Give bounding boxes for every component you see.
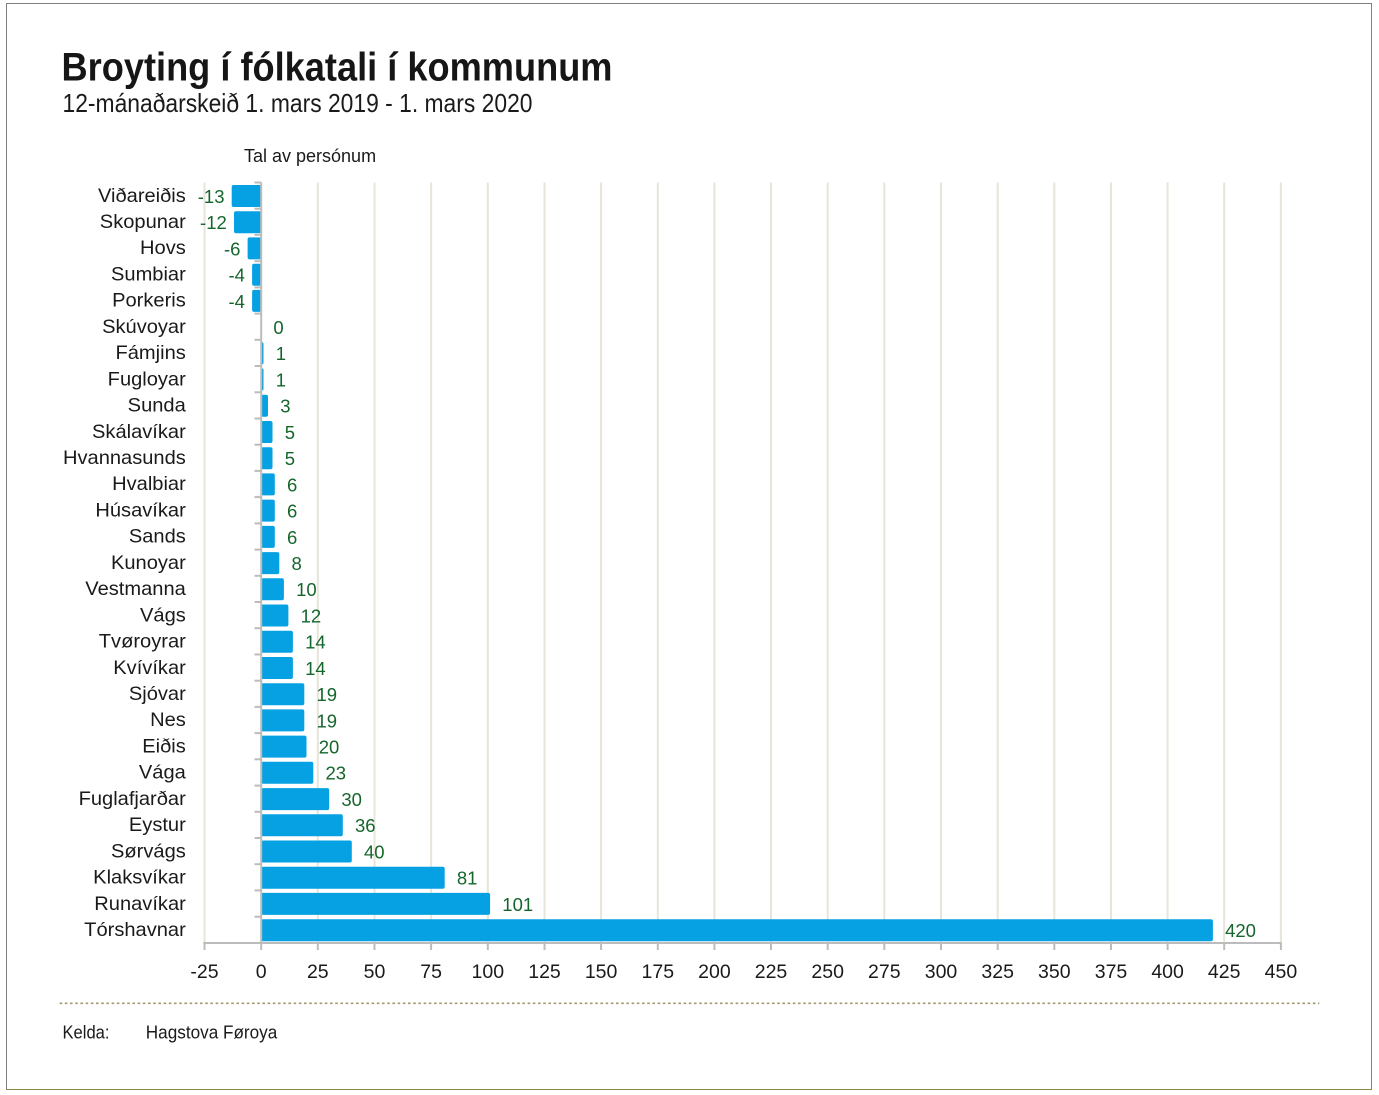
svg-text:420: 420	[1225, 920, 1256, 941]
svg-text:10: 10	[296, 579, 317, 600]
svg-text:25: 25	[307, 961, 329, 983]
svg-text:Sumbiar: Sumbiar	[111, 264, 186, 286]
svg-text:Sjóvar: Sjóvar	[129, 683, 186, 705]
svg-text:325: 325	[981, 961, 1014, 983]
svg-text:12-mánaðarskeið 1. mars 2019 -: 12-mánaðarskeið 1. mars 2019 - 1. mars 2…	[63, 88, 533, 118]
svg-text:14: 14	[305, 632, 326, 653]
svg-text:-6: -6	[224, 238, 240, 259]
svg-text:0: 0	[273, 317, 283, 338]
svg-text:6: 6	[287, 501, 297, 522]
svg-text:0: 0	[256, 961, 267, 983]
svg-text:Nes: Nes	[150, 709, 186, 731]
svg-text:375: 375	[1095, 961, 1128, 983]
svg-text:-25: -25	[190, 961, 218, 983]
svg-text:6: 6	[287, 527, 297, 548]
svg-text:Vestmanna: Vestmanna	[85, 578, 186, 600]
svg-text:3: 3	[280, 396, 290, 417]
svg-text:Hvannasunds: Hvannasunds	[63, 447, 186, 469]
svg-text:Kelda:: Kelda:	[63, 1022, 110, 1042]
svg-text:250: 250	[811, 961, 844, 983]
svg-text:175: 175	[642, 961, 675, 983]
svg-text:Tvøroyrar: Tvøroyrar	[99, 631, 187, 653]
svg-text:200: 200	[698, 961, 731, 983]
svg-text:Runavíkar: Runavíkar	[94, 893, 186, 915]
svg-text:Skálavíkar: Skálavíkar	[92, 421, 186, 443]
svg-text:6: 6	[287, 474, 297, 495]
svg-text:Húsavíkar: Húsavíkar	[95, 500, 186, 522]
svg-text:Fugloyar: Fugloyar	[108, 368, 187, 390]
svg-text:100: 100	[472, 961, 505, 983]
svg-text:40: 40	[364, 841, 385, 862]
svg-text:20: 20	[319, 737, 340, 758]
svg-text:Tal av persónum: Tal av persónum	[244, 146, 376, 166]
svg-text:Sands: Sands	[129, 526, 186, 548]
svg-text:Eiðis: Eiðis	[142, 735, 186, 757]
svg-text:275: 275	[868, 961, 901, 983]
svg-text:14: 14	[305, 658, 326, 679]
svg-text:12: 12	[301, 605, 322, 626]
svg-text:23: 23	[326, 763, 347, 784]
svg-text:1: 1	[276, 369, 286, 390]
svg-text:125: 125	[528, 961, 561, 983]
svg-text:19: 19	[317, 684, 338, 705]
svg-text:1: 1	[276, 343, 286, 364]
svg-text:400: 400	[1151, 961, 1184, 983]
svg-text:425: 425	[1208, 961, 1241, 983]
svg-text:-4: -4	[228, 291, 244, 312]
svg-text:Hvalbiar: Hvalbiar	[112, 473, 186, 495]
svg-text:300: 300	[925, 961, 958, 983]
svg-text:Viðareiðis: Viðareiðis	[98, 185, 186, 207]
svg-text:Vágs: Vágs	[140, 604, 186, 626]
svg-text:Fámjins: Fámjins	[116, 342, 187, 364]
svg-text:Klaksvíkar: Klaksvíkar	[93, 867, 186, 889]
svg-text:Vága: Vága	[139, 762, 186, 784]
svg-text:Tórshavnar: Tórshavnar	[84, 919, 186, 941]
svg-text:Sørvágs: Sørvágs	[111, 840, 186, 862]
svg-text:75: 75	[420, 961, 442, 983]
svg-text:101: 101	[502, 894, 533, 915]
svg-text:225: 225	[755, 961, 788, 983]
svg-text:5: 5	[285, 422, 295, 443]
svg-text:19: 19	[317, 710, 338, 731]
svg-text:Porkeris: Porkeris	[112, 290, 186, 312]
svg-text:-13: -13	[198, 186, 225, 207]
svg-text:Hovs: Hovs	[140, 237, 186, 259]
svg-text:Broyting í fólkatali í kommunu: Broyting í fólkatali í kommunum	[62, 45, 613, 89]
svg-text:8: 8	[292, 553, 302, 574]
svg-text:Skúvoyar: Skúvoyar	[102, 316, 186, 338]
svg-text:Skopunar: Skopunar	[100, 211, 187, 233]
svg-text:Fuglafjarðar: Fuglafjarðar	[79, 788, 187, 810]
svg-text:5: 5	[285, 448, 295, 469]
svg-text:Kunoyar: Kunoyar	[111, 552, 186, 574]
svg-text:350: 350	[1038, 961, 1071, 983]
svg-text:Kvívíkar: Kvívíkar	[113, 657, 186, 679]
svg-text:Hagstova Føroya: Hagstova Føroya	[146, 1022, 278, 1042]
svg-text:30: 30	[341, 789, 362, 810]
svg-text:150: 150	[585, 961, 618, 983]
svg-text:-4: -4	[228, 265, 244, 286]
svg-text:Eystur: Eystur	[129, 814, 186, 836]
svg-text:50: 50	[364, 961, 386, 983]
svg-text:36: 36	[355, 815, 376, 836]
svg-text:450: 450	[1265, 961, 1298, 983]
svg-text:Sunda: Sunda	[128, 395, 186, 417]
svg-text:81: 81	[457, 868, 478, 889]
svg-text:-12: -12	[200, 212, 227, 233]
